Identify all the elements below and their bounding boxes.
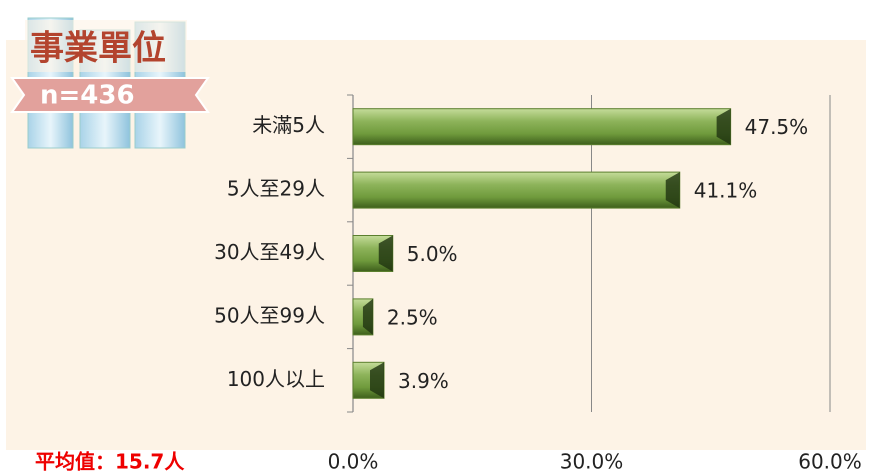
y-tick-label: 30人至49人 <box>214 240 325 264</box>
badge: 事業單位 n=436 <box>12 18 208 148</box>
chart: 事業單位 n=436 平均值：15.7人 0.0% 30.0% 60.0% 未滿5人 4… <box>0 0 870 475</box>
bar-group <box>353 172 680 208</box>
annotation: 平均值：15.7人 <box>35 450 185 474</box>
x-tick-label: 60.0% <box>798 450 862 474</box>
x-tick-label: 30.0% <box>560 450 624 474</box>
bar <box>353 172 680 208</box>
value-label: 2.5% <box>387 305 438 329</box>
value-label: 5.0% <box>407 242 458 266</box>
y-tick-label: 5人至29人 <box>227 177 325 201</box>
bar-group <box>353 236 393 272</box>
y-tick-label: 100人以上 <box>227 367 325 391</box>
value-label: 3.9% <box>398 369 449 393</box>
bar-group <box>353 109 731 145</box>
y-tick-label: 50人至99人 <box>214 303 325 327</box>
bar <box>353 109 731 145</box>
badge-title: 事業單位 <box>30 29 166 69</box>
badge-subtitle: n=436 <box>40 81 135 111</box>
value-label: 47.5% <box>745 115 809 139</box>
value-label: 41.1% <box>694 179 758 203</box>
bar-group <box>353 299 373 335</box>
bar-group <box>353 362 384 398</box>
x-tick-label: 0.0% <box>328 450 379 474</box>
y-tick-label: 未滿5人 <box>252 113 325 137</box>
